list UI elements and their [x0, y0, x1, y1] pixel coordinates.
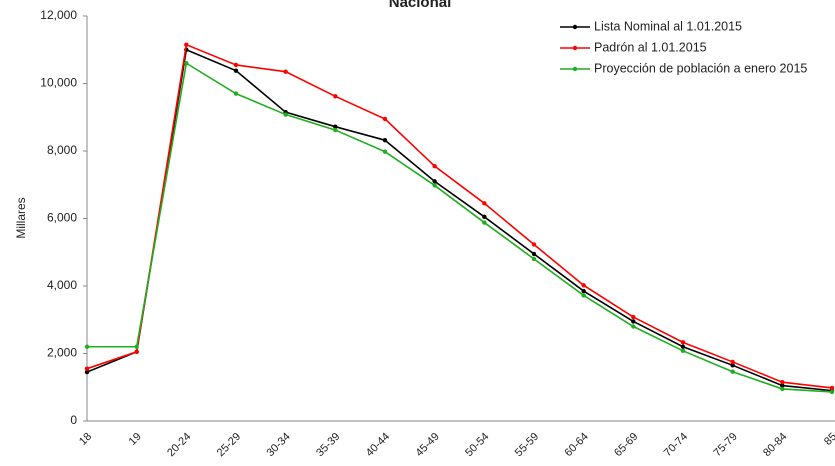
legend-marker	[572, 66, 578, 72]
series-line	[86, 48, 833, 392]
y-tick-label: 4,000	[47, 278, 77, 292]
x-tick-label: 35-39	[314, 431, 342, 459]
point	[531, 251, 537, 257]
point	[631, 314, 636, 320]
point	[233, 68, 239, 73]
point	[432, 163, 437, 169]
point	[482, 220, 487, 225]
point	[780, 379, 785, 385]
point	[184, 61, 189, 66]
legend-label: Proyección de población a enero 2015	[594, 61, 807, 75]
point	[780, 386, 785, 392]
point	[680, 340, 686, 345]
point	[730, 363, 735, 368]
point	[531, 242, 537, 247]
point	[84, 369, 90, 375]
point	[84, 366, 90, 371]
point	[829, 389, 835, 395]
x-tick-label: 19	[127, 431, 144, 448]
y-tick-label: 6,000	[47, 211, 77, 225]
point	[184, 42, 189, 47]
point	[432, 179, 437, 184]
legend-marker	[572, 45, 578, 51]
y-axis-label: Millares	[14, 197, 28, 238]
point	[680, 344, 686, 349]
x-tick-label: 85	[822, 431, 835, 448]
y-tick-label: 2,000	[47, 346, 77, 360]
x-tick-label: 25-29	[215, 431, 243, 459]
series-line	[87, 61, 833, 393]
point	[283, 112, 288, 117]
point	[134, 349, 139, 355]
x-tick-label: 60-64	[562, 431, 590, 459]
point	[382, 149, 388, 154]
point	[780, 383, 785, 388]
point	[134, 344, 139, 349]
point	[730, 359, 735, 365]
point	[233, 62, 239, 68]
legend-label: Lista Nominal al 1.01.2015	[594, 19, 742, 33]
series-line	[86, 43, 833, 389]
legend-label: Padrón al 1.01.2015	[594, 40, 707, 54]
y-tick-label: 10,000	[40, 76, 77, 90]
point	[730, 369, 735, 374]
point	[333, 127, 338, 133]
point	[482, 201, 487, 206]
point	[333, 94, 338, 99]
x-tick-label: 45-49	[413, 431, 441, 459]
point	[680, 348, 686, 353]
point	[382, 138, 388, 143]
point	[233, 91, 239, 96]
x-tick-label: 70-74	[662, 431, 690, 459]
x-tick-label: 80-84	[761, 431, 789, 459]
point	[581, 293, 586, 298]
x-tick-label: 75-79	[711, 431, 739, 459]
point	[482, 214, 487, 220]
point	[631, 319, 636, 324]
y-tick-label: 0	[70, 413, 77, 427]
point	[382, 116, 388, 122]
point	[581, 283, 586, 288]
point	[531, 256, 537, 262]
point	[333, 124, 338, 129]
x-tick-label: 30-34	[264, 431, 292, 459]
legend-marker	[572, 24, 578, 30]
point	[581, 288, 586, 294]
point	[829, 385, 835, 391]
x-tick-label: 40-44	[364, 431, 392, 459]
y-tick-label: 12,000	[40, 8, 77, 22]
x-tick-label: 50-54	[463, 431, 491, 459]
point	[283, 69, 288, 74]
x-tick-label: 55-59	[513, 431, 541, 459]
x-tick-label: 65-69	[612, 431, 640, 459]
point	[84, 344, 90, 349]
point	[432, 183, 437, 188]
x-tick-label: 20-24	[165, 431, 193, 459]
chart-title: Nacional	[389, 0, 452, 11]
point	[631, 324, 636, 329]
x-tick-label: 18	[77, 431, 94, 448]
y-tick-label: 8,000	[47, 143, 77, 157]
